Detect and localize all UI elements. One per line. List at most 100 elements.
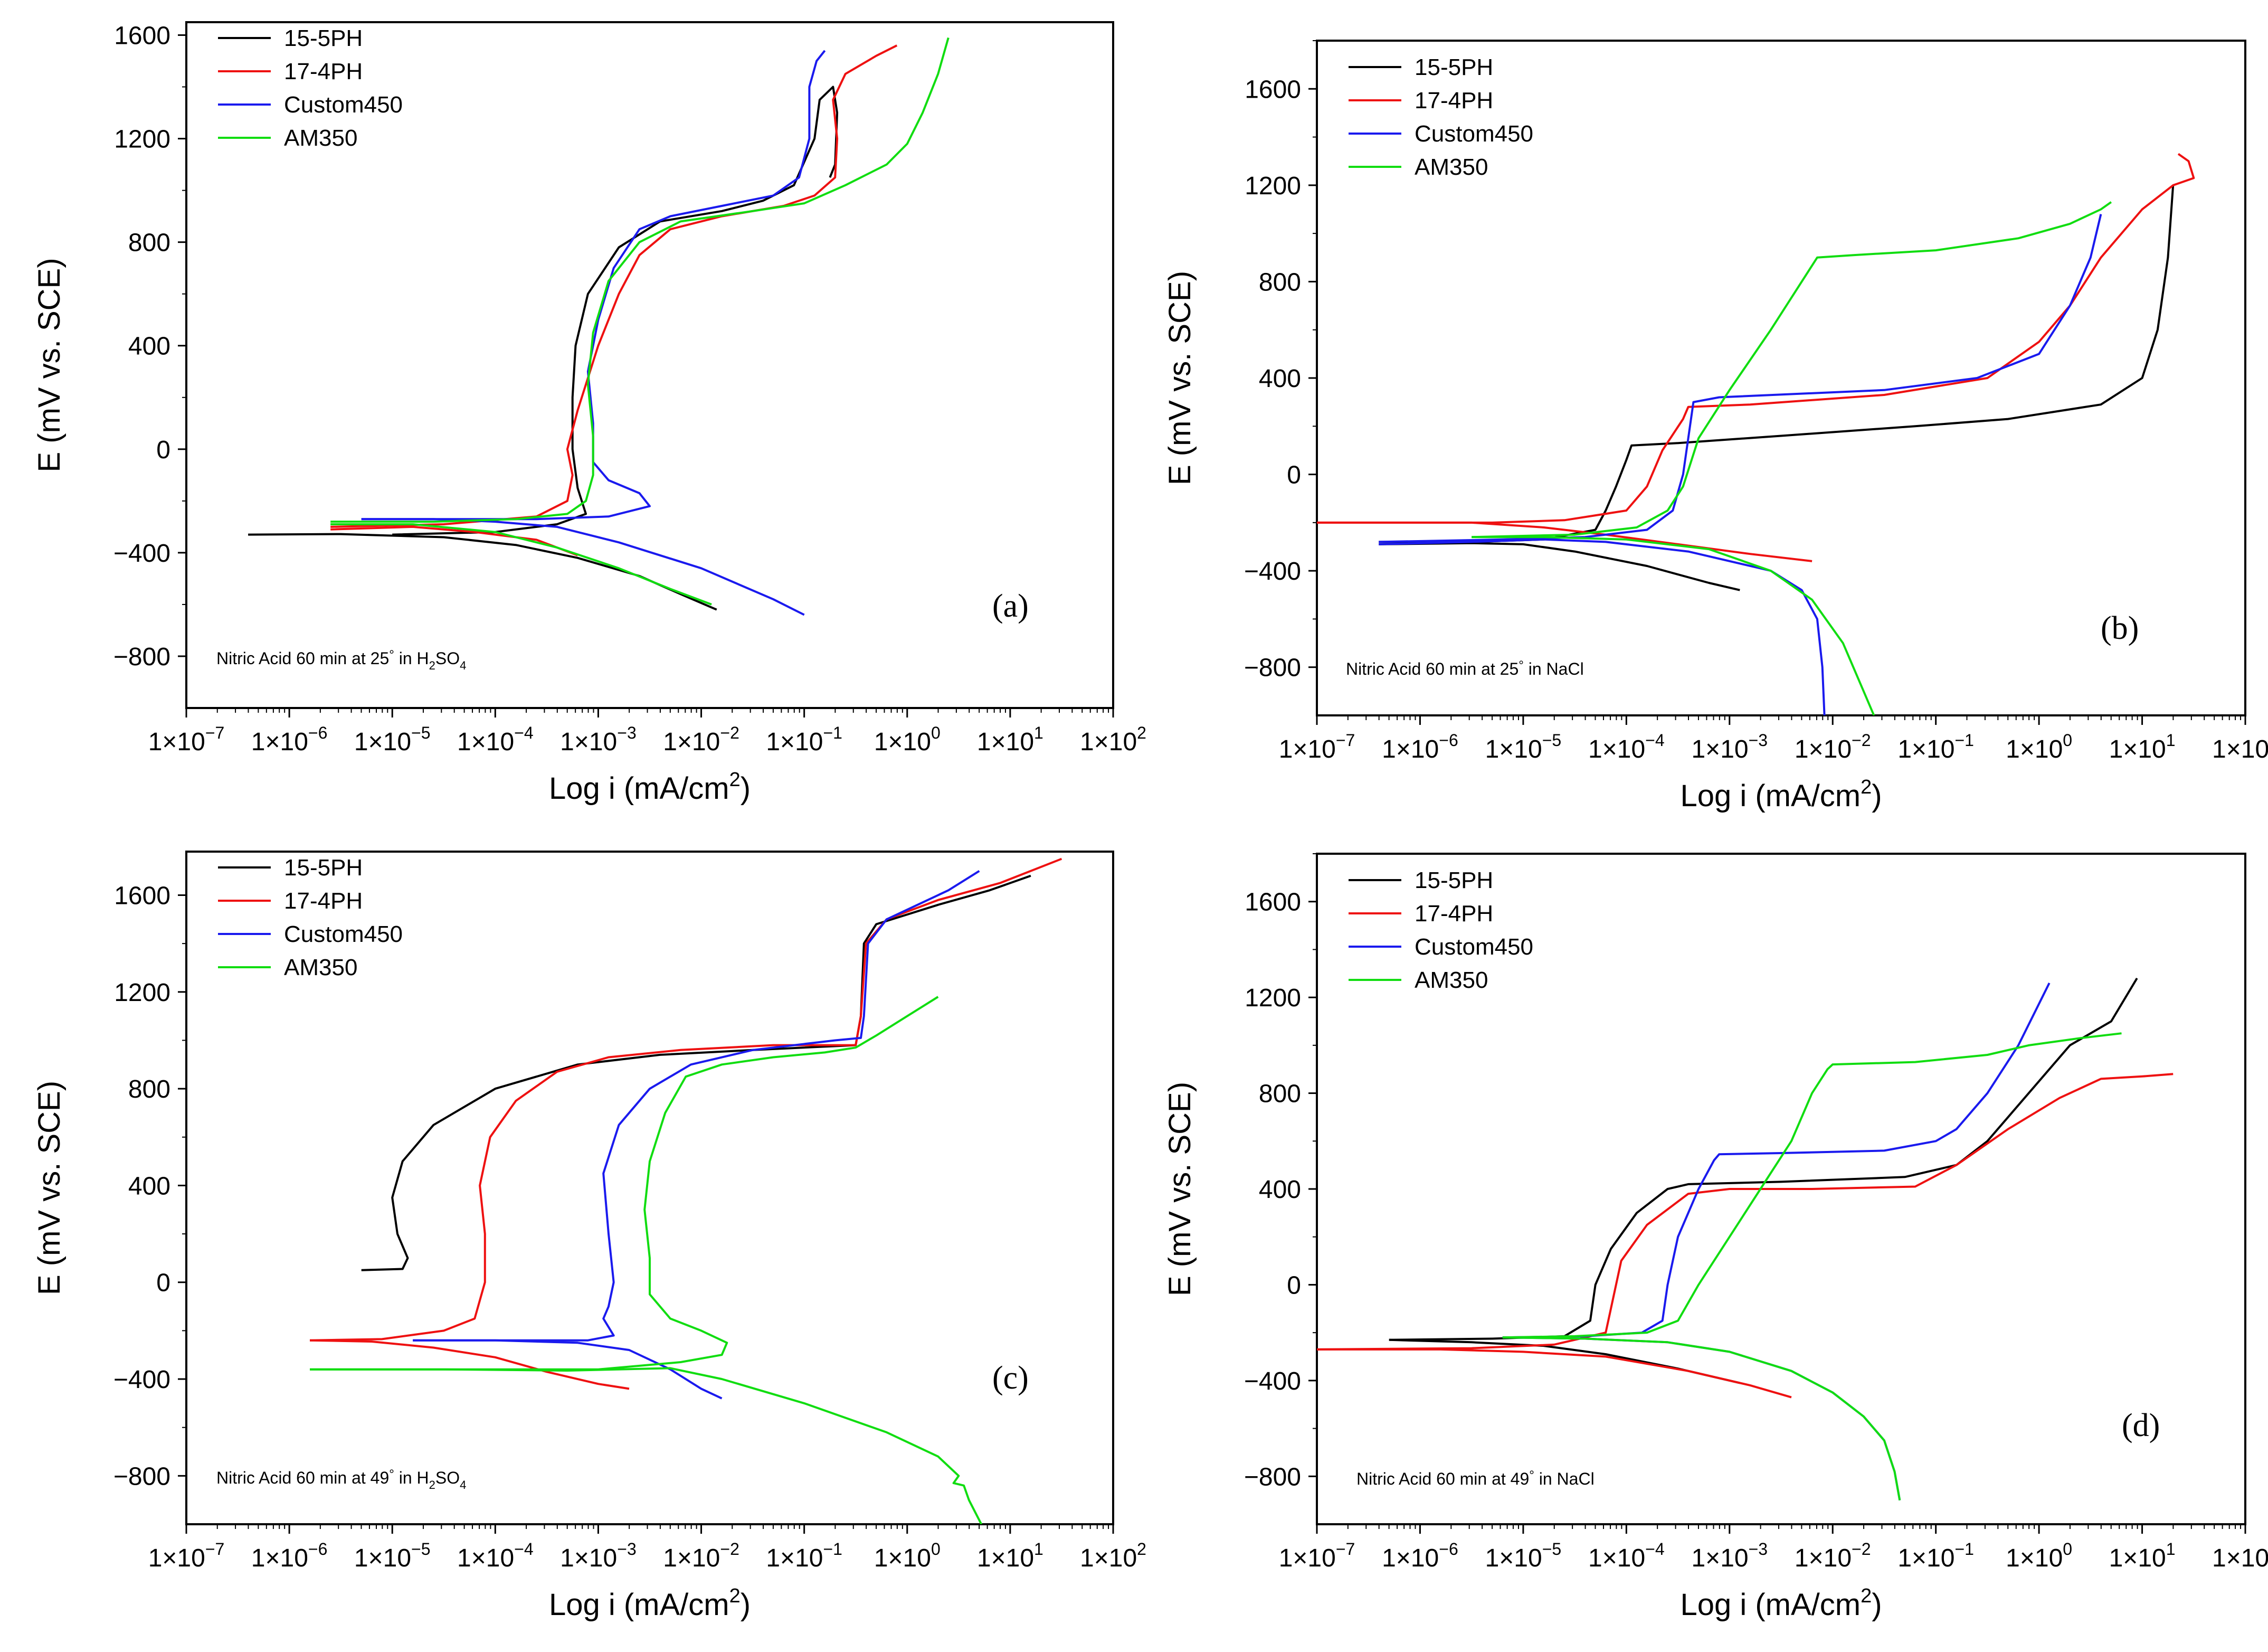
- x-tick-exponent: −2: [1852, 731, 1871, 750]
- note-text-mid: in NaCl: [1524, 659, 1584, 678]
- x-axis-title: Log i (mA/cm2): [1680, 776, 1882, 813]
- x-tick-mantissa: 1×10: [1691, 735, 1748, 763]
- y-tick-label: 400: [1259, 365, 1301, 393]
- x-tick-exponent: −5: [411, 1540, 430, 1559]
- x-tick-mantissa: 1×10: [148, 1544, 205, 1572]
- note-text: Nitric Acid 60 min at 25: [1346, 659, 1519, 678]
- series-Custom450-anodic-line: [1503, 983, 2049, 1337]
- x-tick-mantissa: 1×10: [251, 1544, 308, 1572]
- note-degree: °: [389, 648, 394, 662]
- y-tick-label: −800: [113, 643, 170, 671]
- x-tick-mantissa: 1×10: [2212, 735, 2268, 763]
- x-tick-label: 1×10−2: [663, 723, 739, 756]
- series-AM350-cathodic-line: [310, 1368, 981, 1524]
- chart-panel-a: 1×10−7 1×10−6 1×10−5 1×10−4 1×10−3 1×10−2 1×10…: [32, 22, 1146, 806]
- x-axis-title-main: Log i (mA/cm: [549, 771, 729, 806]
- series-Custom450-anodic-line: [413, 871, 979, 1341]
- x-tick-mantissa: 1×10: [1588, 735, 1645, 763]
- legend-label: 17-4PH: [1415, 88, 1493, 114]
- x-tick-mantissa: 1×10: [1382, 735, 1439, 763]
- x-tick-label: 1×102: [2212, 1540, 2268, 1572]
- note-degree: °: [1519, 658, 1524, 673]
- y-tick-label: 1600: [114, 882, 170, 910]
- chart-panel-c: 1×10−7 1×10−6 1×10−5 1×10−4 1×10−3 1×10−2 1×10…: [32, 852, 1146, 1622]
- y-tick-label: 1600: [1245, 75, 1301, 103]
- legend-label: 15-5PH: [1415, 867, 1493, 893]
- x-axis-title-end: ): [1872, 779, 1882, 813]
- x-tick-mantissa: 1×10: [663, 728, 720, 756]
- y-tick-label: 400: [1259, 1176, 1301, 1204]
- note-text-mid2: SO: [435, 649, 460, 668]
- x-tick-mantissa: 1×10: [874, 728, 931, 756]
- x-tick-exponent: −4: [1645, 731, 1664, 750]
- x-tick-exponent: −1: [1954, 1540, 1973, 1559]
- y-tick-label: 800: [128, 1075, 170, 1103]
- legend-label: Custom450: [1415, 934, 1533, 960]
- y-axis-title: E (mV vs. SCE): [1163, 1082, 1197, 1296]
- x-axis-title-sup: 2: [1861, 776, 1872, 798]
- x-tick-mantissa: 1×10: [1897, 1544, 1954, 1572]
- x-axis-title-end: ): [741, 1588, 751, 1622]
- x-tick-mantissa: 1×10: [1279, 735, 1336, 763]
- legend-label: AM350: [1415, 154, 1488, 180]
- x-tick-label: 1×102: [1080, 1540, 1146, 1572]
- x-tick-label: 1×10−5: [1485, 731, 1562, 763]
- y-axis-title: E (mV vs. SCE): [1163, 271, 1197, 485]
- x-tick-exponent: −7: [1336, 1540, 1355, 1559]
- x-tick-label: 1×101: [977, 1540, 1043, 1572]
- y-tick-label: −400: [1244, 558, 1301, 586]
- x-tick-mantissa: 1×10: [1691, 1544, 1748, 1572]
- x-tick-mantissa: 1×10: [251, 728, 308, 756]
- x-tick-exponent: −7: [205, 1540, 224, 1559]
- x-axis-title-sup: 2: [729, 769, 741, 791]
- x-tick-exponent: −2: [720, 1540, 739, 1559]
- x-tick-mantissa: 1×10: [1795, 735, 1852, 763]
- x-tick-mantissa: 1×10: [1080, 1544, 1137, 1572]
- x-tick-exponent: −6: [308, 1540, 327, 1559]
- x-tick-label: 1×10−5: [354, 1540, 431, 1572]
- curves: [248, 37, 948, 615]
- x-tick-exponent: −7: [205, 723, 224, 742]
- y-tick-label: 1200: [1245, 172, 1301, 200]
- legend-label: 17-4PH: [284, 59, 363, 84]
- x-axis-title: Log i (mA/cm2): [549, 1585, 751, 1622]
- curves: [1317, 154, 2194, 716]
- y-tick-label: 0: [1287, 1271, 1301, 1299]
- x-tick-exponent: 0: [2063, 731, 2072, 750]
- y-tick-label: 400: [128, 1172, 170, 1200]
- plot-frame: [186, 852, 1113, 1524]
- condition-note: Nitric Acid 60 min at 25° in NaCl: [1346, 658, 1584, 678]
- x-tick-label: 1×10−1: [766, 723, 842, 756]
- series-15-5PH-anodic-line: [1379, 185, 2173, 542]
- y-tick-label: −400: [113, 1366, 170, 1394]
- note-text-mid2: SO: [435, 1468, 460, 1487]
- chart-panel-b: 1×10−7 1×10−6 1×10−5 1×10−4 1×10−3 1×10−2 1×10…: [1163, 41, 2268, 813]
- series-17-4PH-anodic-line: [330, 45, 897, 527]
- x-tick-exponent: −3: [1749, 1540, 1768, 1559]
- legend-label: AM350: [284, 125, 357, 151]
- series-AM350-cathodic-line: [1472, 537, 1874, 715]
- x-tick-mantissa: 1×10: [560, 1544, 617, 1572]
- x-tick-exponent: −6: [1439, 731, 1458, 750]
- x-tick-exponent: −6: [308, 723, 327, 742]
- x-tick-exponent: 1: [1034, 723, 1043, 742]
- x-tick-label: 1×10−2: [1795, 1540, 1871, 1572]
- panel-tag: (c): [992, 1360, 1029, 1396]
- x-tick-label: 1×10−6: [1382, 1540, 1458, 1572]
- x-tick-exponent: −2: [720, 723, 739, 742]
- x-tick-mantissa: 1×10: [766, 728, 823, 756]
- x-tick-mantissa: 1×10: [977, 728, 1034, 756]
- x-axis-title-main: Log i (mA/cm: [549, 1588, 729, 1622]
- x-tick-exponent: −6: [1439, 1540, 1458, 1559]
- x-tick-label: 1×10−5: [354, 723, 431, 756]
- y-tick-label: 0: [156, 436, 170, 464]
- x-tick-label: 1×10−6: [1382, 731, 1458, 763]
- x-tick-mantissa: 1×10: [977, 1544, 1034, 1572]
- y-tick-label: 1600: [1245, 889, 1301, 917]
- x-tick-label: 1×10−6: [251, 723, 328, 756]
- legend-label: 15-5PH: [284, 25, 363, 51]
- x-tick-mantissa: 1×10: [663, 1544, 720, 1572]
- x-tick-label: 1×100: [2006, 731, 2072, 763]
- x-tick-label: 1×10−3: [560, 723, 637, 756]
- x-tick-exponent: −4: [514, 723, 533, 742]
